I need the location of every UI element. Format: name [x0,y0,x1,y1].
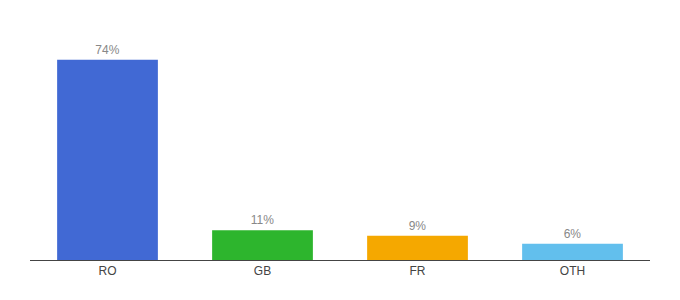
svg-text:11%: 11% [251,213,274,227]
svg-text:RO: RO [99,264,117,278]
svg-text:74%: 74% [95,43,119,57]
svg-text:9%: 9% [409,219,427,233]
svg-text:GB: GB [254,264,271,278]
svg-text:OTH: OTH [560,264,585,278]
svg-text:6%: 6% [564,227,582,241]
svg-text:FR: FR [410,264,426,278]
